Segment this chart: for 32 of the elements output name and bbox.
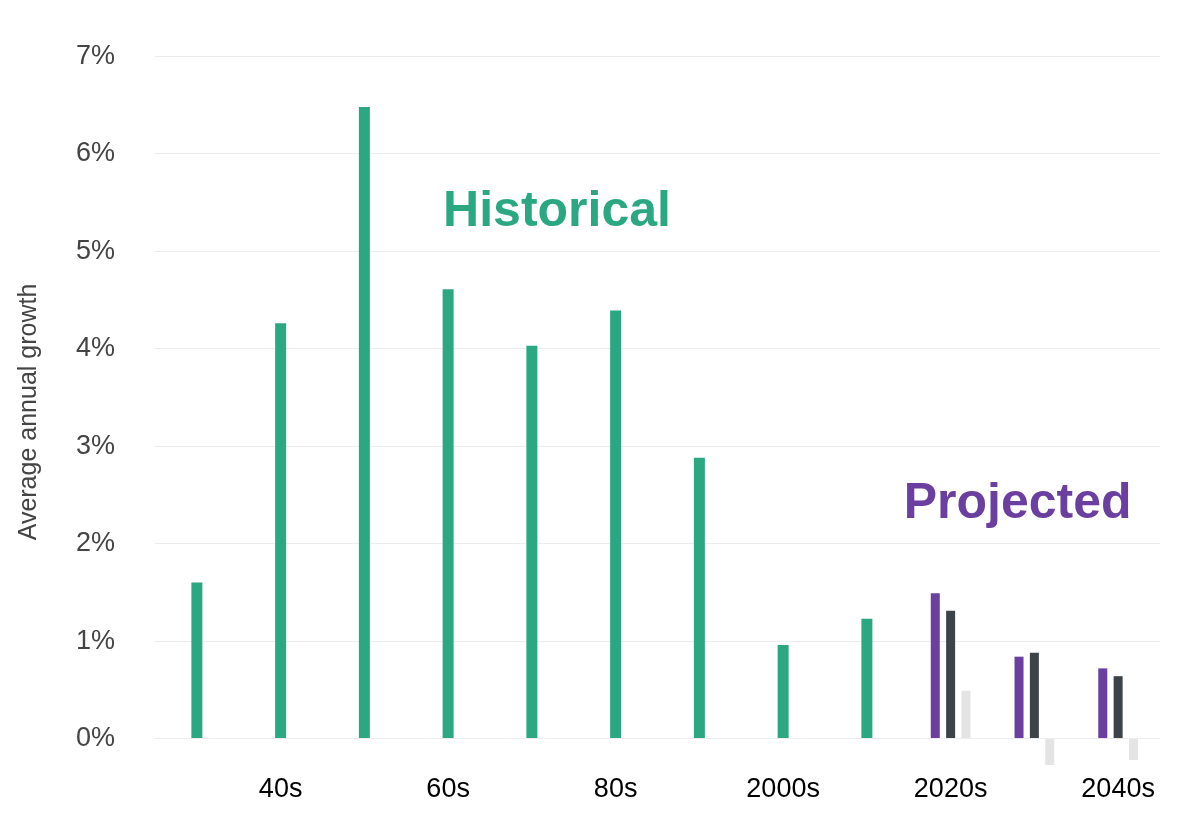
x-tick-label: 2020s: [913, 773, 988, 804]
x-tick-label: 80s: [593, 773, 638, 804]
series-label: Historical: [443, 180, 671, 237]
bar: [610, 310, 622, 739]
bar: [861, 618, 873, 739]
bar: [693, 457, 705, 739]
y-tick-label: 5%: [75, 234, 115, 265]
x-tick-label: 2000s: [746, 773, 820, 804]
bar: [1014, 656, 1024, 739]
y-tick-label: 4%: [75, 332, 115, 363]
y-tick-label: 3%: [75, 429, 115, 460]
bar: [275, 323, 287, 739]
x-tick-label: 2040s: [1081, 773, 1155, 804]
bar: [777, 644, 789, 739]
x-tick-label: 40s: [258, 773, 303, 804]
y-tick-label: 7%: [75, 39, 115, 70]
bar: [946, 610, 956, 739]
y-tick-label: 1%: [75, 624, 115, 655]
bar: [1113, 676, 1123, 739]
x-tick-label: 60s: [426, 773, 470, 804]
y-axis-title: Average annual growth: [12, 283, 41, 541]
bar: [442, 289, 454, 739]
y-tick-label: 6%: [75, 137, 115, 168]
bar: [526, 345, 538, 739]
bar: [1029, 652, 1039, 739]
annotation: Projected: [903, 473, 1132, 530]
bar: [358, 106, 370, 739]
y-tick-label: 2%: [75, 527, 115, 558]
bar: [930, 593, 940, 739]
bar: [191, 582, 203, 739]
bar: [1098, 668, 1108, 739]
y-tick-label: 0%: [75, 722, 115, 753]
